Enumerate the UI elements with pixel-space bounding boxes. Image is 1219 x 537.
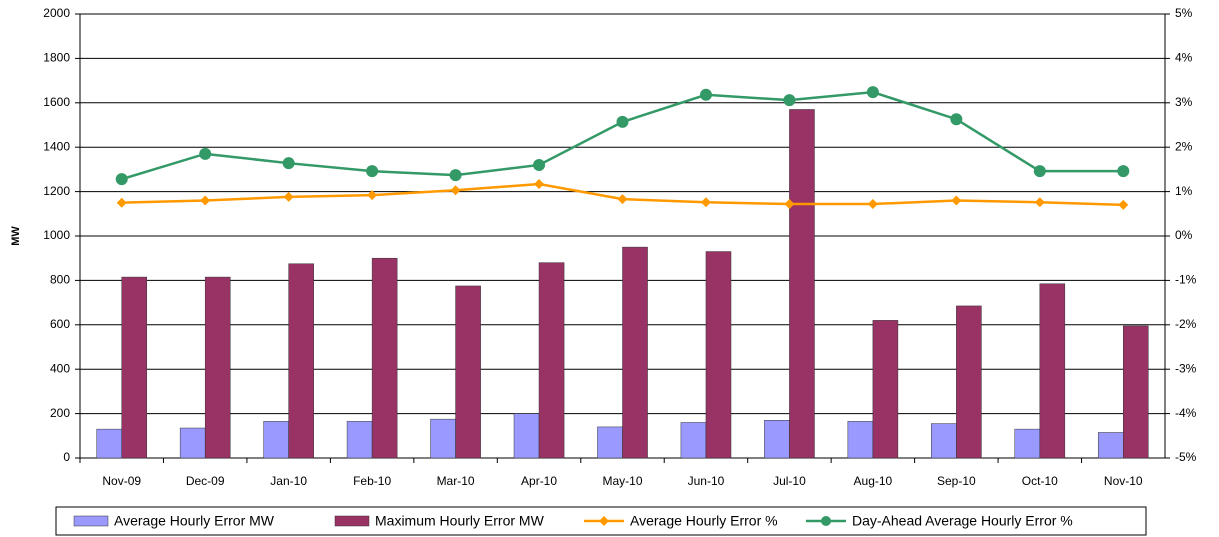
bar bbox=[597, 426, 623, 459]
bar bbox=[96, 428, 122, 459]
marker bbox=[784, 199, 795, 210]
x-tick-label: Apr-10 bbox=[521, 474, 557, 488]
marker bbox=[1118, 199, 1129, 210]
bar bbox=[121, 276, 148, 459]
bar bbox=[956, 305, 982, 459]
bar bbox=[872, 320, 899, 459]
marker bbox=[783, 94, 796, 107]
legend-label: Day-Ahead Average Hourly Error % bbox=[852, 513, 1073, 529]
bar bbox=[705, 251, 732, 459]
y-tick-label: 1800 bbox=[43, 51, 70, 65]
bar bbox=[789, 109, 815, 459]
y-tick-label: 1200 bbox=[43, 184, 70, 198]
marker bbox=[449, 169, 462, 182]
line bbox=[121, 90, 1124, 181]
bar bbox=[513, 413, 540, 459]
marker bbox=[699, 88, 712, 101]
marker bbox=[283, 191, 294, 202]
bar bbox=[179, 427, 206, 459]
marker bbox=[1033, 165, 1046, 178]
bar bbox=[764, 420, 790, 459]
bar bbox=[204, 276, 231, 459]
bar bbox=[430, 418, 456, 459]
legend-marker bbox=[599, 516, 609, 526]
bar bbox=[622, 246, 648, 459]
marker bbox=[366, 165, 379, 178]
y-tick-label: 400 bbox=[50, 361, 70, 375]
bar bbox=[1097, 432, 1124, 459]
legend-swatch bbox=[73, 515, 109, 527]
bar bbox=[538, 262, 565, 459]
x-tick-label: May-10 bbox=[602, 474, 642, 488]
legend-marker bbox=[821, 516, 831, 526]
bar bbox=[680, 422, 707, 459]
y2-tick-label: -5% bbox=[1175, 450, 1197, 464]
marker bbox=[115, 173, 128, 186]
marker bbox=[534, 179, 545, 190]
y-tick-label: 1600 bbox=[43, 95, 70, 109]
y-tick-label: 600 bbox=[50, 317, 70, 331]
marker bbox=[200, 195, 211, 206]
x-tick-label: Aug-10 bbox=[854, 474, 893, 488]
y-axis-label: MW bbox=[10, 226, 22, 246]
marker bbox=[866, 86, 879, 99]
marker bbox=[367, 190, 378, 201]
y2-tick-label: 2% bbox=[1175, 139, 1193, 153]
marker bbox=[867, 199, 878, 210]
legend-swatch bbox=[334, 515, 370, 527]
y2-tick-label: -3% bbox=[1175, 361, 1197, 375]
bar bbox=[1039, 283, 1066, 459]
bar bbox=[371, 257, 398, 459]
legend-label: Maximum Hourly Error MW bbox=[375, 513, 545, 529]
bar bbox=[346, 421, 373, 459]
x-tick-label: Jun-10 bbox=[688, 474, 725, 488]
x-tick-label: Jul-10 bbox=[773, 474, 806, 488]
x-tick-label: Mar-10 bbox=[437, 474, 475, 488]
x-tick-label: Nov-10 bbox=[1104, 474, 1143, 488]
x-tick-label: Sep-10 bbox=[937, 474, 976, 488]
bar bbox=[288, 263, 314, 459]
bar bbox=[1123, 325, 1149, 459]
y-tick-label: 800 bbox=[50, 273, 70, 287]
x-tick-label: Feb-10 bbox=[353, 474, 391, 488]
legend-label: Average Hourly Error MW bbox=[114, 513, 275, 529]
y2-tick-label: 4% bbox=[1175, 51, 1193, 65]
y-tick-label: 1400 bbox=[43, 139, 70, 153]
x-tick-label: Dec-09 bbox=[186, 474, 225, 488]
y2-tick-label: -2% bbox=[1175, 317, 1197, 331]
y2-tick-label: 5% bbox=[1175, 6, 1193, 20]
y-tick-label: 200 bbox=[50, 406, 70, 420]
marker bbox=[951, 195, 962, 206]
marker bbox=[700, 197, 711, 208]
bar bbox=[931, 423, 957, 459]
y2-tick-label: -4% bbox=[1175, 406, 1197, 420]
y-tick-label: 1000 bbox=[43, 228, 70, 242]
bar bbox=[455, 285, 481, 459]
x-tick-label: Oct-10 bbox=[1022, 474, 1058, 488]
marker bbox=[282, 157, 295, 170]
y2-tick-label: 3% bbox=[1175, 95, 1193, 109]
x-tick-label: Nov-09 bbox=[102, 474, 141, 488]
marker bbox=[533, 158, 546, 171]
y2-tick-label: -1% bbox=[1175, 273, 1197, 287]
bar bbox=[1014, 428, 1041, 459]
y2-tick-label: 0% bbox=[1175, 228, 1193, 242]
y2-tick-label: 1% bbox=[1175, 184, 1193, 198]
bar bbox=[263, 421, 289, 459]
bar bbox=[847, 421, 874, 459]
y-tick-label: 0 bbox=[63, 450, 70, 464]
marker bbox=[950, 113, 963, 126]
legend-label: Average Hourly Error % bbox=[630, 513, 778, 529]
marker bbox=[1034, 197, 1045, 208]
marker bbox=[1117, 165, 1130, 178]
marker bbox=[616, 115, 629, 128]
marker bbox=[617, 194, 628, 205]
y-tick-label: 2000 bbox=[43, 6, 70, 20]
marker bbox=[116, 197, 127, 208]
marker bbox=[199, 147, 212, 160]
x-tick-label: Jan-10 bbox=[270, 474, 307, 488]
marker bbox=[450, 185, 461, 196]
